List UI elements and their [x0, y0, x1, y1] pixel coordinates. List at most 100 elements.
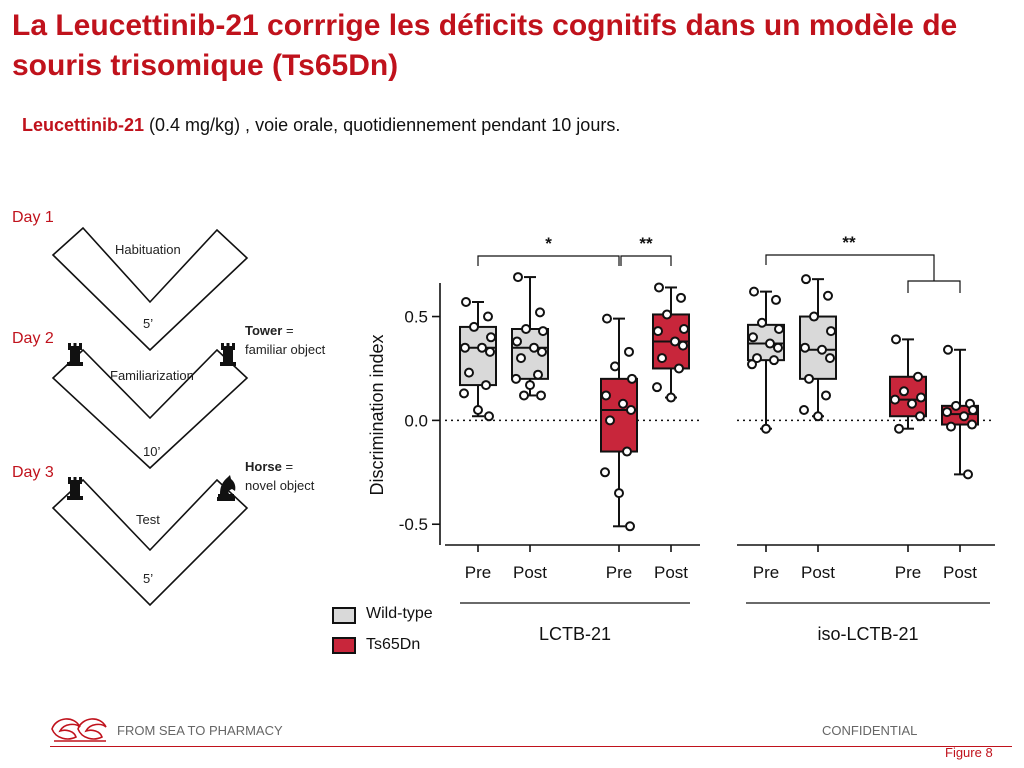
- data-point: [486, 332, 496, 343]
- legend-label-ts65dn: Ts65Dn: [366, 636, 421, 653]
- data-point: [512, 336, 522, 347]
- slide-title: La Leucettinib-21 corrrige les déficits …: [12, 9, 958, 82]
- data-point: [537, 346, 547, 357]
- data-point: [891, 334, 901, 345]
- data-point: [890, 394, 900, 405]
- x-tick-label: Post: [943, 563, 977, 582]
- x-tick-label: Pre: [606, 563, 632, 582]
- data-point: [511, 373, 521, 384]
- panel-label: iso-LCTB-21: [817, 624, 918, 644]
- data-point: [749, 286, 759, 297]
- data-point: [813, 411, 823, 422]
- data-point: [624, 346, 634, 357]
- data-point: [481, 380, 491, 391]
- data-point: [963, 469, 973, 480]
- data-point: [915, 411, 925, 422]
- novel-object-name: Horse: [245, 459, 282, 474]
- footer-confidential: CONFIDENTIAL: [822, 723, 918, 738]
- data-point: [600, 467, 610, 478]
- data-point: [538, 326, 548, 337]
- data-point: [800, 342, 810, 353]
- data-point: [627, 373, 637, 384]
- data-point: [769, 355, 779, 366]
- data-point: [602, 313, 612, 324]
- data-point: [652, 382, 662, 393]
- significance-sub-bracket: [907, 280, 961, 293]
- significance-bracket: [765, 254, 935, 281]
- data-point: [461, 297, 471, 307]
- data-point: [773, 342, 783, 353]
- x-tick-label: Post: [513, 563, 547, 582]
- panel-label: LCTB-21: [539, 624, 611, 644]
- data-point: [804, 373, 814, 384]
- data-point: [519, 390, 529, 401]
- significance-label: **: [842, 233, 856, 252]
- data-point: [483, 311, 493, 322]
- significance-bracket: [620, 255, 672, 266]
- x-tick-label: Post: [654, 563, 688, 582]
- data-point: [894, 423, 904, 434]
- duration-day2: 10’: [143, 444, 161, 459]
- data-point: [825, 353, 835, 364]
- data-point: [662, 309, 672, 320]
- data-point: [485, 346, 495, 357]
- novel-object-desc: novel object: [245, 478, 315, 493]
- data-point: [622, 446, 632, 457]
- duration-day3: 5’: [143, 571, 154, 586]
- y-tick-label: 0.0: [404, 411, 428, 430]
- box: [600, 377, 638, 453]
- y-tick-label: -0.5: [399, 515, 428, 534]
- data-point: [799, 405, 809, 415]
- significance-label: *: [545, 234, 552, 253]
- familiar-object-name: Tower: [245, 323, 283, 338]
- data-point: [477, 342, 487, 353]
- subtitle-dosing: (0.4 mg/kg) , voie orale, quotidiennemen…: [144, 115, 621, 135]
- data-point: [817, 344, 827, 355]
- y-axis-label: Discrimination index: [367, 334, 387, 495]
- novel-object-note: Horse = novel object: [245, 459, 315, 493]
- data-point: [757, 317, 767, 328]
- chess-knight-icon: [217, 475, 236, 501]
- data-point: [516, 353, 526, 364]
- subtitle-drug-name: Leucettinib-21: [22, 115, 145, 135]
- chess-rook-icon: [67, 343, 83, 366]
- x-tick-label: Pre: [753, 563, 779, 582]
- data-point: [823, 290, 833, 301]
- data-point: [951, 400, 961, 411]
- day2-label: Day 2: [12, 330, 54, 347]
- data-point: [618, 398, 628, 409]
- data-point: [521, 324, 531, 334]
- chess-rook-icon: [67, 477, 83, 500]
- arena-day3: [51, 478, 249, 607]
- day3-label: Day 3: [12, 464, 54, 481]
- data-point: [670, 336, 680, 347]
- data-point: [679, 324, 689, 334]
- data-point: [968, 405, 978, 415]
- y-tick-label: 0.5: [404, 308, 428, 327]
- stage-test: Test: [136, 512, 160, 527]
- data-point: [535, 307, 545, 318]
- data-point: [916, 392, 926, 403]
- data-point: [907, 398, 917, 409]
- data-point: [666, 392, 676, 403]
- data-point: [653, 326, 663, 337]
- data-point: [899, 386, 909, 397]
- x-tick-label: Pre: [465, 563, 491, 582]
- data-point: [943, 344, 953, 355]
- data-point: [513, 272, 523, 283]
- data-point: [959, 411, 969, 422]
- chess-rook-icon: [220, 343, 236, 366]
- data-point: [657, 353, 667, 364]
- arena-day2: [51, 348, 249, 470]
- data-point: [678, 340, 688, 351]
- stage-familiarization: Familiarization: [110, 368, 194, 383]
- data-point: [473, 405, 483, 415]
- data-point: [529, 342, 539, 353]
- data-point: [761, 423, 771, 434]
- slide-subtitle: Leucettinib-21 (0.4 mg/kg) , voie orale,…: [22, 115, 620, 136]
- data-point: [625, 521, 635, 532]
- footer-company: FROM SEA TO PHARMACY: [117, 723, 283, 738]
- data-point: [946, 421, 956, 432]
- data-point: [674, 363, 684, 374]
- footer-divider: [50, 746, 1012, 747]
